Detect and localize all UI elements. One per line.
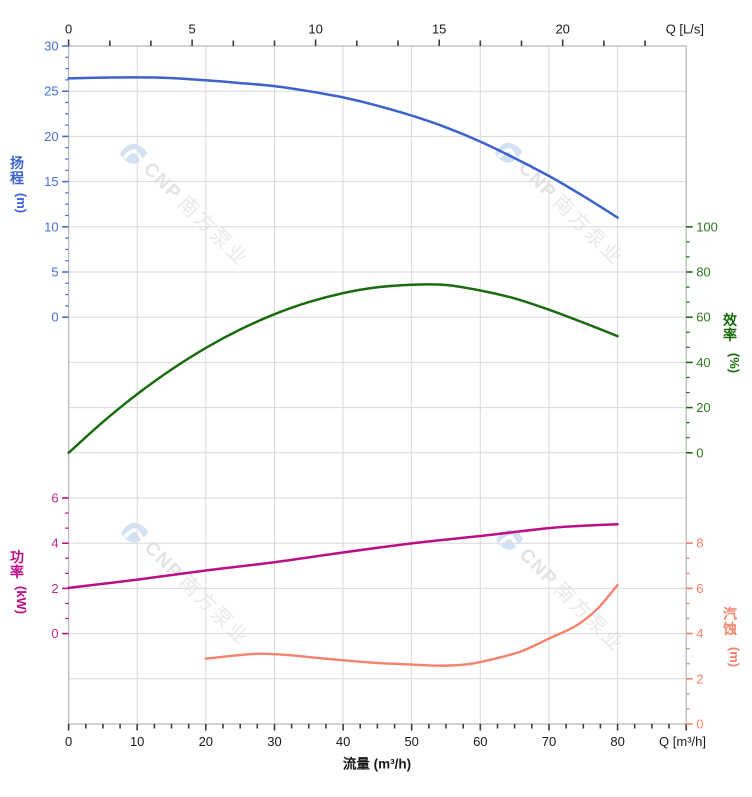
- svg-text:40: 40: [696, 355, 710, 370]
- svg-text:80: 80: [696, 265, 710, 280]
- svg-text:率: 率: [10, 564, 24, 580]
- svg-text:(%): (%): [727, 353, 742, 373]
- svg-text:20: 20: [555, 21, 569, 36]
- svg-text:80: 80: [610, 734, 624, 749]
- svg-text:20: 20: [44, 129, 58, 144]
- svg-text:5: 5: [51, 265, 58, 280]
- svg-text:(kW): (kW): [14, 586, 29, 614]
- svg-text:20: 20: [696, 400, 710, 415]
- svg-text:率: 率: [723, 327, 737, 343]
- svg-text:15: 15: [432, 21, 446, 36]
- svg-text:6: 6: [51, 491, 58, 506]
- svg-text:40: 40: [336, 734, 350, 749]
- svg-text:0: 0: [65, 21, 72, 36]
- svg-text:Q [L/s]: Q [L/s]: [666, 21, 704, 36]
- svg-text:0: 0: [696, 445, 703, 460]
- svg-text:5: 5: [188, 21, 195, 36]
- svg-text:(m): (m): [727, 647, 742, 667]
- svg-text:2: 2: [51, 581, 58, 596]
- svg-text:70: 70: [542, 734, 556, 749]
- svg-text:15: 15: [44, 174, 58, 189]
- svg-text:8: 8: [696, 536, 703, 551]
- svg-text:扬: 扬: [10, 155, 24, 171]
- svg-text:0: 0: [65, 734, 72, 749]
- svg-text:10: 10: [44, 219, 58, 234]
- svg-text:50: 50: [404, 734, 418, 749]
- svg-text:汽: 汽: [723, 606, 737, 622]
- svg-text:20: 20: [199, 734, 213, 749]
- svg-text:Q [m³/h]: Q [m³/h]: [659, 734, 706, 749]
- svg-text:25: 25: [44, 84, 58, 99]
- svg-text:0: 0: [696, 717, 703, 732]
- svg-text:4: 4: [696, 626, 703, 641]
- svg-text:30: 30: [44, 39, 58, 54]
- svg-text:100: 100: [696, 219, 718, 234]
- svg-text:60: 60: [696, 310, 710, 325]
- svg-text:10: 10: [308, 21, 322, 36]
- svg-text:程: 程: [10, 170, 24, 186]
- svg-text:10: 10: [130, 734, 144, 749]
- svg-text:30: 30: [267, 734, 281, 749]
- svg-text:功: 功: [10, 549, 24, 565]
- svg-text:蚀: 蚀: [722, 621, 737, 637]
- svg-text:60: 60: [473, 734, 487, 749]
- svg-text:流量 (m³/h): 流量 (m³/h): [343, 756, 411, 772]
- svg-text:0: 0: [51, 626, 58, 641]
- svg-text:0: 0: [51, 310, 58, 325]
- svg-text:(m): (m): [14, 193, 29, 213]
- svg-text:2: 2: [696, 671, 703, 686]
- svg-text:6: 6: [696, 581, 703, 596]
- svg-text:4: 4: [51, 536, 58, 551]
- svg-text:效: 效: [723, 312, 738, 328]
